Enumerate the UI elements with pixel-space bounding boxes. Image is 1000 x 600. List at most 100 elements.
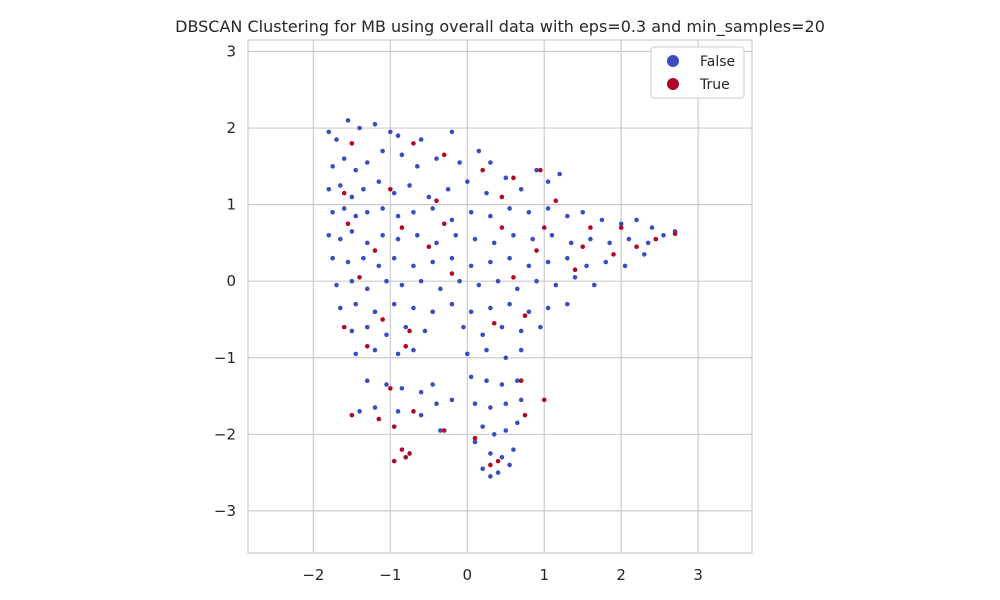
scatter-point-false — [538, 324, 543, 330]
scatter-point-false — [449, 255, 455, 261]
scatter-point-false — [407, 183, 412, 188]
y-tick-label: −2 — [214, 425, 236, 443]
scatter-point-false — [468, 374, 474, 380]
scatter-point-true — [403, 343, 409, 349]
scatter-point-false — [515, 378, 520, 384]
scatter-point-true — [522, 313, 528, 318]
scatter-point-false — [484, 190, 489, 196]
scatter-point-false — [464, 351, 470, 357]
scatter-point-true — [345, 221, 351, 227]
scatter-point-false — [480, 424, 485, 429]
scatter-point-true — [372, 248, 378, 253]
scatter-point-false — [503, 175, 509, 181]
scatter-point-true — [399, 225, 405, 230]
scatter-point-false — [438, 286, 443, 292]
scatter-point-false — [372, 405, 378, 410]
scatter-point-false — [418, 389, 424, 395]
scatter-point-false — [338, 305, 343, 311]
scatter-point-false — [580, 209, 586, 215]
scatter-point-false — [414, 232, 420, 238]
scatter-point-false — [495, 278, 501, 284]
scatter-point-false — [534, 278, 539, 284]
scatter-point-false — [518, 187, 524, 192]
scatter-point-false — [488, 160, 493, 165]
scatter-point-false — [557, 171, 562, 177]
scatter-point-false — [530, 236, 536, 242]
scatter-point-false — [568, 240, 574, 246]
scatter-point-false — [399, 282, 405, 288]
scatter-point-false — [434, 156, 439, 161]
chart-title: DBSCAN Clustering for MB using overall d… — [175, 17, 825, 37]
scatter-point-false — [618, 221, 624, 227]
scatter-point-false — [353, 213, 359, 219]
scatter-point-false — [364, 286, 370, 292]
scatter-point-false — [645, 240, 651, 246]
scatter-point-false — [338, 236, 343, 242]
scatter-point-true — [572, 267, 578, 273]
legend-marker-true — [667, 78, 679, 90]
scatter-point-false — [488, 405, 493, 410]
scatter-point-true — [399, 447, 405, 452]
scatter-point-false — [545, 206, 551, 211]
scatter-point-false — [499, 382, 505, 387]
scatter-point-true — [341, 190, 347, 196]
scatter-point-false — [491, 432, 497, 437]
scatter-point-true — [411, 141, 416, 146]
scatter-point-true — [341, 324, 347, 330]
scatter-point-false — [649, 225, 655, 230]
scatter-point-false — [445, 187, 451, 192]
scatter-point-false — [526, 263, 532, 269]
scatter-point-true — [618, 225, 624, 230]
scatter-point-false — [384, 278, 389, 284]
scatter-point-false — [572, 275, 578, 280]
scatter-point-false — [376, 263, 382, 269]
scatter-point-false — [503, 401, 509, 406]
scatter-point-false — [468, 309, 474, 315]
y-tick-label: −3 — [214, 502, 236, 520]
scatter-point-false — [472, 236, 478, 242]
legend: False True — [650, 46, 745, 99]
scatter-point-false — [484, 347, 489, 353]
tick-labels: −2 −1 0 1 2 3 −3 −2 −1 0 1 2 3 — [214, 42, 703, 584]
scatter-point-false — [488, 474, 493, 479]
scatter-point-false — [357, 409, 362, 414]
scatter-point-false — [391, 255, 397, 261]
scatter-point-true — [634, 244, 639, 250]
scatter-point-true — [364, 343, 370, 349]
scatter-point-false — [449, 217, 455, 223]
scatter-point-false — [565, 255, 570, 261]
scatter-point-false — [472, 439, 478, 445]
scatter-point-false — [545, 259, 551, 265]
x-tick-label: 1 — [539, 566, 549, 584]
scatter-point-false — [364, 324, 370, 330]
scatter-point-false — [518, 347, 524, 353]
scatter-point-true — [480, 167, 485, 173]
scatter-point-false — [411, 347, 416, 353]
scatter-point-true — [441, 152, 447, 158]
scatter-point-false — [411, 263, 416, 269]
scatter-point-true — [357, 275, 362, 280]
scatter-point-false — [641, 252, 647, 257]
scatter-point-false — [418, 137, 424, 142]
x-tick-label: 2 — [616, 566, 626, 584]
scatter-point-false — [364, 378, 370, 384]
scatter-point-false — [464, 179, 470, 184]
scatter-point-false — [480, 332, 485, 338]
scatter-point-false — [353, 301, 359, 307]
scatter-point-true — [495, 458, 501, 464]
scatter-point-false — [507, 206, 512, 211]
y-tick-label: −1 — [214, 349, 236, 367]
scatter-point-false — [330, 164, 335, 169]
scatter-point-false — [326, 129, 332, 135]
scatter-point-false — [453, 232, 459, 238]
scatter-point-false — [330, 255, 335, 261]
scatter-point-false — [565, 301, 570, 307]
scatter-point-true — [441, 221, 447, 227]
scatter-point-false — [391, 301, 397, 307]
scatter-point-false — [661, 232, 666, 238]
scatter-point-false — [584, 263, 589, 269]
scatter-point-false — [395, 409, 401, 414]
scatter-point-false — [395, 351, 401, 357]
scatter-point-false — [380, 232, 385, 238]
scatter-point-true — [441, 428, 447, 433]
